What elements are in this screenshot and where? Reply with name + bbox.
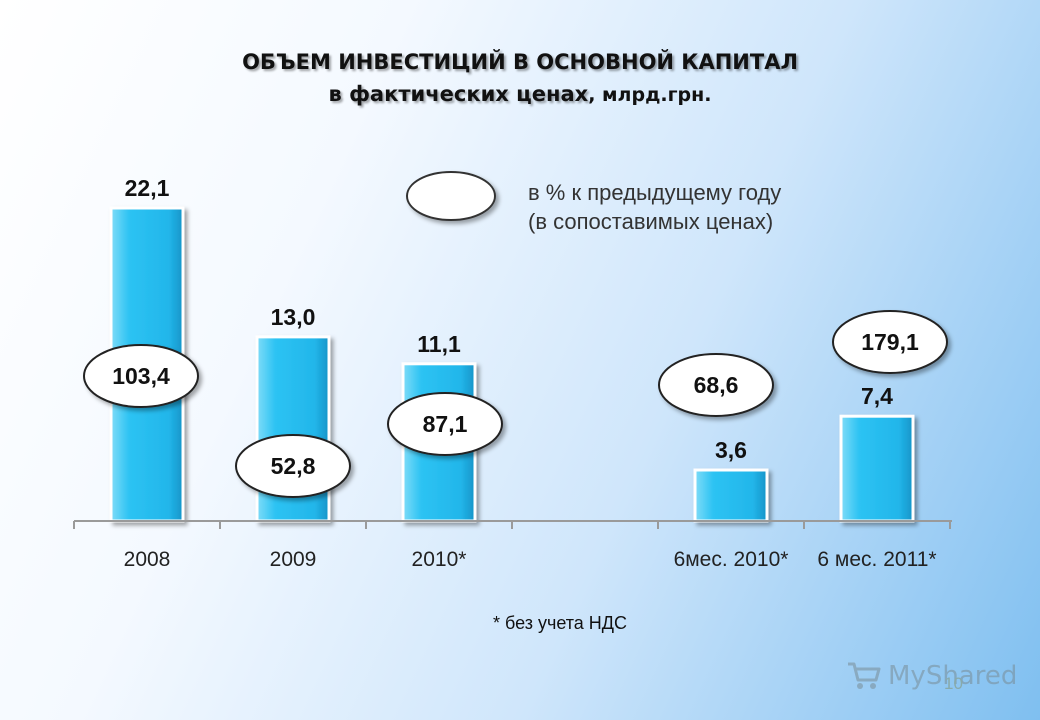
bar (839, 414, 915, 523)
x-tick-label: 2008 (124, 548, 171, 571)
watermark-logo: MyShared (846, 656, 1017, 696)
x-tick-label: 2010* (412, 548, 467, 571)
legend-line-1: в % к предыдущему году (528, 180, 782, 205)
percent-ellipse (235, 434, 351, 498)
percent-label: 103,4 (112, 363, 170, 389)
percent-label: 68,6 (694, 372, 739, 398)
legend-ellipse-icon (406, 171, 496, 221)
data-label: 7,4 (861, 383, 893, 409)
x-tick-label: 6мес. 2010* (674, 548, 789, 571)
data-label: 13,0 (271, 304, 316, 330)
cart-icon (848, 662, 881, 689)
percent-label: 179,1 (861, 329, 919, 355)
percent-label: 52,8 (271, 453, 316, 479)
x-tick-label: 6 мес. 2011* (817, 548, 936, 571)
footnote: * без учета НДС (492, 613, 627, 633)
percent-ellipse (658, 353, 774, 417)
page-subtitle: в фактических ценах, млрд.грн. (0, 82, 1040, 106)
page-title: ОБЪЕМ ИНВЕСТИЦИЙ В ОСНОВНОЙ КАПИТАЛ (242, 50, 798, 74)
percent-ellipse (387, 392, 503, 456)
page-number: 10 (944, 674, 963, 693)
x-tick-label: 2009 (270, 548, 317, 571)
watermark-text: MyShared (888, 661, 1018, 691)
bar (693, 468, 769, 523)
percent-ellipse (832, 310, 948, 374)
percent-label: 87,1 (423, 411, 468, 437)
legend-line-2: (в сопоставимых ценах) (528, 209, 774, 234)
data-label: 11,1 (417, 331, 461, 357)
subtitle-bold: в фактических ценах (328, 82, 589, 106)
legend: в % к предыдущему году (в сопоставимых ц… (528, 178, 781, 236)
subtitle-unit: , млрд.грн. (588, 84, 712, 106)
data-label: 22,1 (125, 175, 170, 201)
percent-ellipse (83, 344, 199, 408)
data-label: 3,6 (715, 437, 747, 463)
